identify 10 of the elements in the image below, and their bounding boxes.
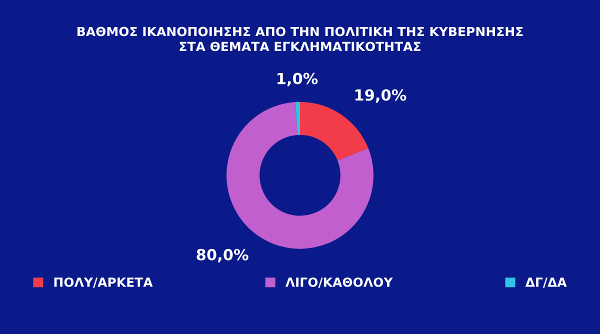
- data-label: 80,0%: [196, 248, 248, 262]
- legend-label: ΛΙΓΟ/ΚΑΘΟΛΟΥ: [285, 277, 393, 288]
- data-label: 19,0%: [355, 89, 406, 103]
- donut-slice: [300, 102, 368, 160]
- data-label: 1,0%: [278, 72, 318, 86]
- donut-slice: [295, 102, 300, 136]
- donut-slice: [226, 102, 374, 249]
- legend-label: ΔΓ/ΔΑ: [525, 278, 567, 288]
- chart-title: ΒΑΘΜΟΣ ΙΚΑΝΟΠΟΙΗΣΗΣ ΑΠΟ ΤΗΝ ΠΟΛΙΤΙΚΗ ΤΗΣ ΚΥΒΕΡΝΗΣΗΣ ΣΤΑ ΘΕΜΑΤΑ ΕΓΚΛΗΜΑΤΙΚΟΤΗΤΑΣ: [78, 26, 523, 52]
- legend-label: ΠΟΛΥ/ΑΡΚΕΤΑ: [54, 277, 153, 288]
